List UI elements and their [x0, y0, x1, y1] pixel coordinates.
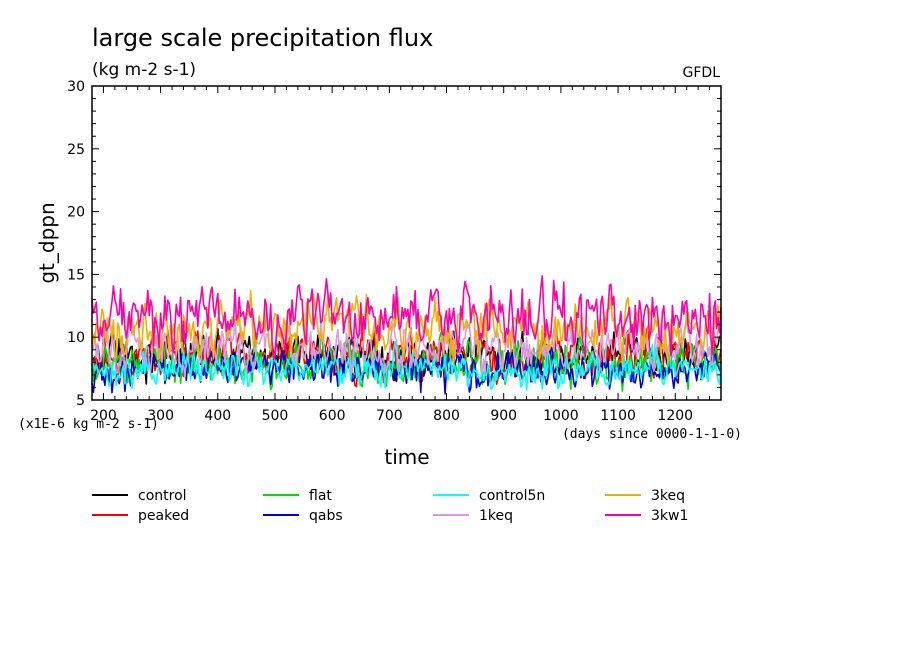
- x-tick-label: 600: [319, 408, 346, 424]
- legend-item-qabs: qabs: [263, 508, 343, 524]
- legend-item-control: control: [92, 488, 187, 504]
- y-tick-label: 30: [67, 79, 85, 95]
- legend-label: 3kw1: [651, 508, 688, 524]
- legend-item-control5n: control5n: [433, 488, 545, 504]
- x-tick-label: 1000: [543, 408, 579, 424]
- source-label: GFDL: [683, 65, 721, 81]
- legend-label: control: [138, 488, 187, 504]
- x-unit-note: (days since 0000-1-1-0): [562, 427, 742, 442]
- x-tick-label: 500: [262, 408, 289, 424]
- y-tick-label: 10: [67, 330, 85, 346]
- y-axis-label: gt_dppn: [35, 202, 59, 283]
- legend-label: peaked: [138, 508, 189, 524]
- chart-title: large scale precipitation flux: [92, 24, 433, 52]
- y-scale-note: (x1E-6 kg m-2 s-1): [18, 417, 159, 432]
- x-tick-label: 200: [90, 408, 117, 424]
- series-line-3kw1: [91, 275, 722, 361]
- series-line-control5n: [91, 340, 722, 391]
- plot-frame: [91, 85, 722, 401]
- series-layer: [91, 275, 722, 395]
- legend-item-peaked: peaked: [92, 508, 189, 524]
- x-tick-label: 700: [376, 408, 403, 424]
- y-tick-label: 25: [67, 142, 85, 158]
- legend-item-3keq: 3keq: [605, 488, 685, 504]
- legend: control peaked flat qabs control5n 1keq 3keq 3k…: [92, 488, 688, 524]
- legend-item-flat: flat: [263, 488, 332, 504]
- y-tick-label: 20: [67, 205, 85, 221]
- legend-label: 1keq: [479, 508, 513, 524]
- x-tick-label: 400: [204, 408, 231, 424]
- legend-label: flat: [309, 488, 332, 504]
- legend-item-1keq: 1keq: [433, 508, 513, 524]
- chart-subtitle: (kg m-2 s-1): [92, 60, 196, 80]
- x-tick-label: 300: [147, 408, 174, 424]
- x-tick-label: 1200: [657, 408, 693, 424]
- y-tick-label: 15: [67, 267, 85, 283]
- ticks-layer: 200 300 400 500 600 700 800 900 1000 1100 1200 5 10 1…: [67, 79, 722, 424]
- legend-label: qabs: [309, 508, 343, 524]
- x-tick-label: 900: [490, 408, 517, 424]
- legend-item-3kw1: 3kw1: [605, 508, 688, 524]
- x-tick-label: 1100: [600, 408, 636, 424]
- x-axis-label: time: [384, 445, 429, 469]
- x-tick-label: 800: [433, 408, 460, 424]
- legend-label: 3keq: [651, 488, 685, 504]
- legend-label: control5n: [479, 488, 545, 504]
- y-tick-label: 5: [76, 393, 85, 409]
